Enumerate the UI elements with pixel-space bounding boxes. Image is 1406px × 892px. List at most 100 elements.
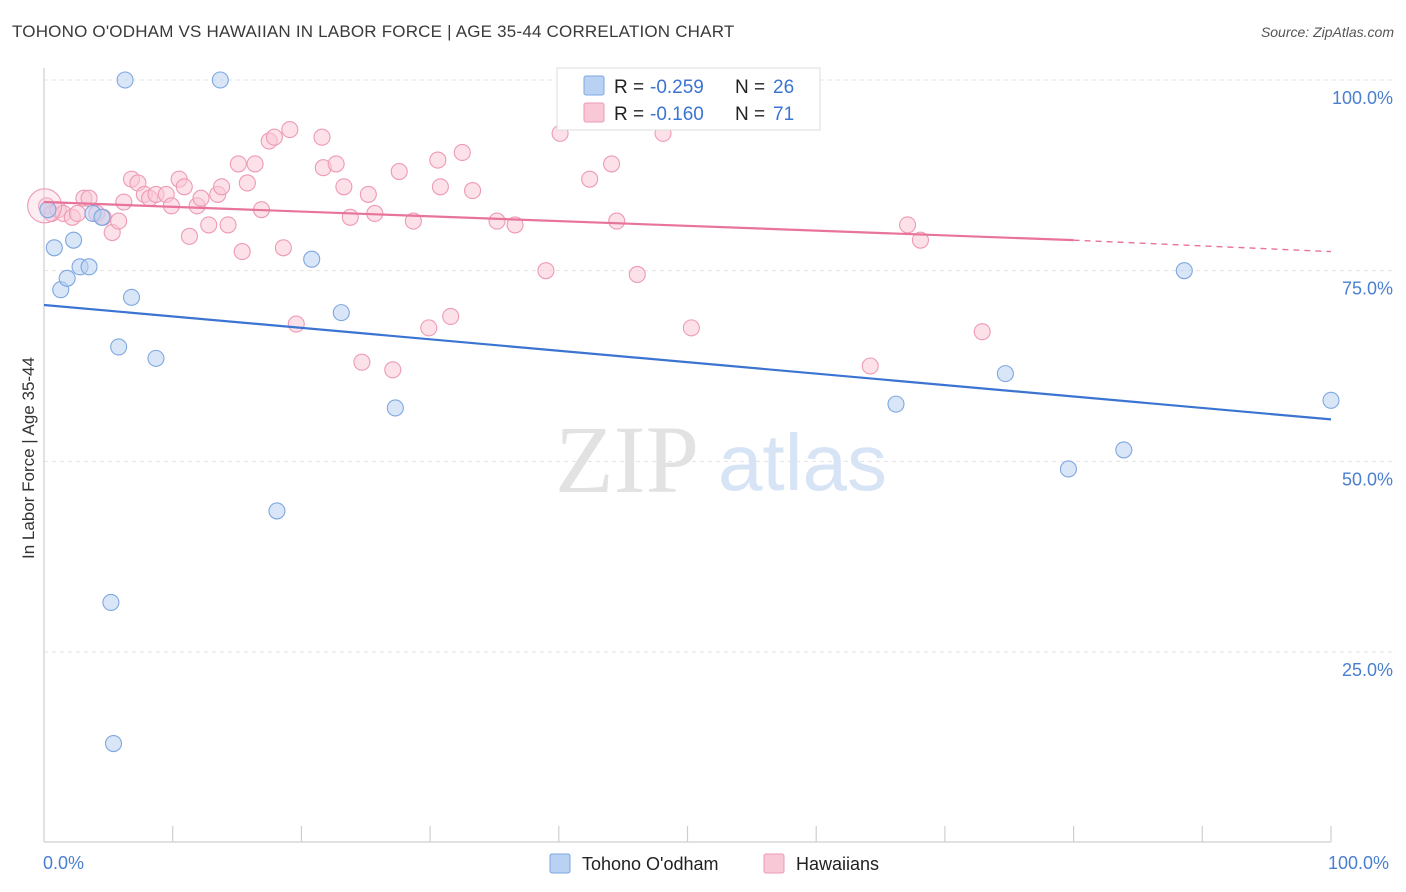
tohono-point <box>80 258 98 276</box>
hawaiians-point <box>899 216 917 234</box>
hawaiians-point <box>313 128 331 146</box>
hawaiians-point <box>464 182 482 200</box>
hawaiians-point <box>404 212 422 230</box>
hawaiians-point <box>213 178 231 196</box>
y-tick-label: 75.0% <box>1342 279 1393 299</box>
hawaiians-point <box>442 307 460 325</box>
hawaiians-point <box>973 323 991 341</box>
hawaiians-point <box>384 361 402 379</box>
hawaiians-point <box>327 155 345 173</box>
tohono-point <box>116 71 134 89</box>
y-axis-label: In Labor Force | Age 35-44 <box>19 357 38 559</box>
hawaiians-point <box>341 208 359 226</box>
hawaiians-point <box>628 265 646 284</box>
tohono-point <box>147 349 165 367</box>
stats-legend: R = -0.259 N = 26 R = -0.160 N = 71 <box>556 67 821 131</box>
tohono-point <box>1115 441 1133 459</box>
hawaiians-point <box>603 155 621 173</box>
hawaiians-point <box>608 212 626 230</box>
hawaiians-point <box>911 231 929 249</box>
hawaiians-points <box>27 121 991 379</box>
y-tick-label: 100.0% <box>1332 88 1393 108</box>
tohono-point <box>268 502 286 520</box>
hawaiians-point <box>281 121 299 139</box>
tohono-point <box>303 250 321 268</box>
trend-lines <box>43 200 1332 421</box>
hawaiians-point <box>175 178 193 196</box>
watermark-zip: ZIP <box>555 406 699 513</box>
hawaiians-point <box>192 189 210 207</box>
legend-n-label-blue: N = <box>735 77 765 98</box>
hawaiians-point <box>238 174 256 192</box>
legend-r-label-blue: R = <box>614 77 644 98</box>
hawaiians-point <box>246 155 264 173</box>
grid-lines <box>44 79 1392 653</box>
tohono-point <box>122 288 141 306</box>
hawaiians-point <box>287 315 305 333</box>
hawaiians-trend-line <box>43 200 1074 242</box>
tohono-point <box>887 395 905 413</box>
hawaiians-point <box>233 243 251 261</box>
series-legend-label-tohono: Tohono O'odham <box>582 854 719 874</box>
tohono-point <box>102 593 120 611</box>
tohono-point <box>996 365 1014 383</box>
hawaiians-point <box>265 128 283 146</box>
series-legend-swatch-hawaiians <box>763 853 785 874</box>
series-legend-swatch-tohono <box>549 853 571 874</box>
hawaiians-point <box>861 357 879 375</box>
legend-r-value-blue: -0.259 <box>650 77 704 98</box>
tohono-points <box>39 71 1340 753</box>
hawaiians-point <box>274 239 292 257</box>
hawaiians-point <box>229 155 247 173</box>
legend-r-value-pink: -0.160 <box>650 104 704 125</box>
tohono-point <box>1059 460 1078 478</box>
x-tick-label-max: 100.0% <box>1328 853 1389 873</box>
tohono-point <box>58 269 76 287</box>
blue-swatch <box>583 75 605 96</box>
tohono-point <box>110 338 128 356</box>
y-axis-tick-labels: 25.0% 50.0% 75.0% 100.0% <box>1332 88 1393 680</box>
series-legend-label-hawaiians: Hawaiians <box>796 854 879 874</box>
hawaiians-point <box>335 178 353 196</box>
hawaiians-point <box>68 204 87 223</box>
hawaiians-point <box>429 151 447 169</box>
hawaiians-point <box>537 262 555 280</box>
legend-r-label-pink: R = <box>614 104 644 125</box>
x-tick-label-min: 0.0% <box>43 853 84 873</box>
legend-n-value-blue: 26 <box>773 77 794 98</box>
tohono-point <box>211 71 229 89</box>
hawaiians-point <box>110 212 128 230</box>
legend-n-value-pink: 71 <box>773 104 794 125</box>
tohono-point <box>93 208 111 226</box>
tohono-trend-line <box>43 303 1332 421</box>
hawaiians-point <box>488 212 506 230</box>
y-tick-label: 25.0% <box>1342 660 1393 680</box>
series-legend: Tohono O'odham Hawaiians <box>549 853 879 874</box>
hawaiians-point <box>453 143 471 162</box>
tohono-point <box>104 734 123 753</box>
tohono-point <box>1175 262 1193 280</box>
tohono-point <box>65 231 83 249</box>
tohono-point <box>39 201 57 219</box>
hawaiians-point <box>390 162 408 181</box>
tohono-point <box>45 239 63 257</box>
watermark: ZIP atlas <box>555 406 887 513</box>
tohono-point <box>332 304 350 322</box>
hawaiians-point <box>115 193 133 211</box>
watermark-atlas: atlas <box>718 418 887 507</box>
hawaiians-point <box>682 319 700 337</box>
hawaiians-point <box>219 216 237 234</box>
hawaiians-point <box>359 185 377 203</box>
chart-source: Source: ZipAtlas.com <box>1260 24 1394 40</box>
tohono-point <box>386 399 404 417</box>
x-axis-ticks <box>172 826 1332 842</box>
hawaiians-point <box>353 353 371 371</box>
hawaiians-point <box>506 216 524 234</box>
pink-swatch <box>583 102 605 123</box>
legend-n-label-pink: N = <box>735 104 765 125</box>
chart-title: TOHONO O'ODHAM VS HAWAIIAN IN LABOR FORC… <box>12 22 735 41</box>
hawaiians-trend-extension <box>1073 239 1332 253</box>
y-tick-label: 50.0% <box>1342 469 1393 489</box>
hawaiians-point <box>180 227 198 245</box>
